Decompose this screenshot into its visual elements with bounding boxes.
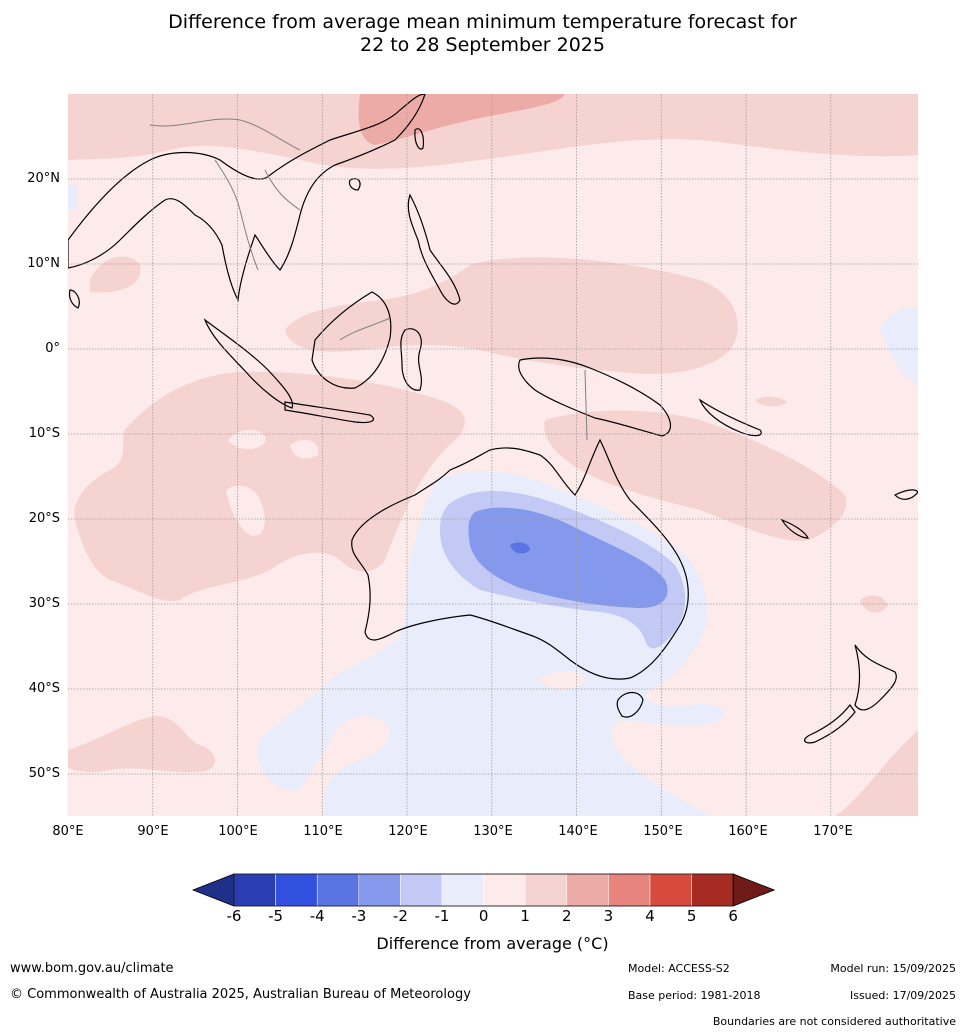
lon-label-120e: 120°E bbox=[388, 824, 428, 839]
colorbar-segment bbox=[441, 873, 484, 907]
colorbar-segment bbox=[649, 873, 692, 907]
lon-label-90e: 90°E bbox=[137, 824, 169, 839]
footer-base-period: Base period: 1981-2018 bbox=[628, 989, 761, 1002]
lon-label-110e: 110°E bbox=[303, 824, 343, 839]
colorbar-segment bbox=[233, 873, 276, 907]
colorbar-segment bbox=[608, 873, 651, 907]
colorbar-tick-label: -4 bbox=[309, 907, 325, 925]
lat-label-30s: 30°S bbox=[28, 596, 60, 611]
colorbar-tick-label: -2 bbox=[392, 907, 408, 925]
anomaly-2-to-3 bbox=[358, 94, 565, 145]
lat-label-0: 0° bbox=[45, 341, 60, 356]
lon-label-80e: 80°E bbox=[52, 824, 84, 839]
coastline-new-zealand-north bbox=[854, 644, 897, 711]
footer-issued: Issued: 17/09/2025 bbox=[849, 989, 956, 1002]
colorbar-tick-label: -5 bbox=[268, 907, 284, 925]
lon-label-130e: 130°E bbox=[473, 824, 513, 839]
country-borders bbox=[149, 118, 588, 441]
coastline-sri-lanka bbox=[68, 289, 80, 309]
coastline-fiji bbox=[893, 489, 918, 500]
colorbar-tick-label: 5 bbox=[686, 907, 697, 925]
lon-label-140e: 140°E bbox=[558, 824, 598, 839]
colorbar-tick-label: 0 bbox=[478, 907, 489, 925]
colorbar-tick-label: 3 bbox=[603, 907, 614, 925]
colorbar-segment bbox=[275, 873, 318, 907]
lat-label-50s: 50°S bbox=[28, 766, 60, 781]
colorbar-tick-label: 1 bbox=[520, 907, 530, 925]
colorbar-tick-label: -6 bbox=[226, 907, 242, 925]
colorbar-segment bbox=[400, 873, 443, 907]
footer-disclaimer: Boundaries are not considered authoritat… bbox=[712, 1015, 956, 1028]
anomaly-minus-1-to-0-east bbox=[880, 307, 918, 385]
anomaly-minus-4-to-minus-3 bbox=[510, 542, 530, 554]
lon-label-100e: 100°E bbox=[218, 824, 258, 839]
map-title-line-1: Difference from average mean minimum tem… bbox=[168, 11, 797, 33]
colorbar-segment bbox=[316, 873, 360, 907]
colorbar-tick-label: -3 bbox=[351, 907, 367, 925]
colorbar-tick-label: -1 bbox=[434, 907, 450, 925]
coastline-taiwan bbox=[414, 128, 425, 150]
colorbar-segment bbox=[524, 873, 568, 907]
footer-website: www.bom.gov.au/climate bbox=[10, 961, 174, 976]
lat-label-10s: 10°S bbox=[28, 426, 60, 441]
map-title-line-2: 22 to 28 September 2025 bbox=[360, 34, 605, 56]
coastline-java bbox=[284, 401, 375, 424]
coastline-new-zealand-south bbox=[803, 703, 856, 744]
footer-model: Model: ACCESS-S2 bbox=[628, 962, 730, 975]
footer-copyright: © Commonwealth of Australia 2025, Austra… bbox=[10, 987, 471, 1002]
coastline-solomon-islands bbox=[698, 398, 762, 437]
colorbar-extend-low bbox=[191, 873, 235, 907]
colorbar bbox=[191, 873, 776, 907]
colorbar-label: Difference from average (°C) bbox=[376, 934, 609, 953]
colorbar-segment bbox=[691, 873, 734, 907]
anomaly-0-to-1-patch-south bbox=[538, 671, 585, 689]
colorbar-segment bbox=[483, 873, 526, 907]
footer-model-run: Model run: 15/09/2025 bbox=[830, 962, 956, 975]
graticule bbox=[68, 94, 918, 816]
coastline-tasmania bbox=[616, 691, 644, 718]
anomaly-1-to-2 bbox=[68, 94, 918, 816]
lon-label-150e: 150°E bbox=[643, 824, 683, 839]
coastline-philippines bbox=[407, 193, 461, 305]
colorbar-tick-label: 6 bbox=[728, 907, 738, 925]
colorbar-tick-label: 2 bbox=[562, 907, 572, 925]
coastline-australia bbox=[351, 438, 689, 680]
lon-label-170e: 170°E bbox=[813, 824, 853, 839]
lon-label-160e: 160°E bbox=[728, 824, 768, 839]
lat-label-10n: 10°N bbox=[27, 256, 60, 271]
coastline-sumatra bbox=[203, 318, 294, 409]
coastline-new-guinea bbox=[518, 357, 671, 437]
colorbar-tick-label: 4 bbox=[645, 907, 655, 925]
colorbar-segment bbox=[566, 873, 609, 907]
anomaly-minus-3-to-minus-2 bbox=[468, 507, 668, 608]
lat-label-40s: 40°S bbox=[28, 681, 60, 696]
coastline-sulawesi bbox=[400, 328, 423, 391]
colorbar-segment bbox=[358, 873, 401, 907]
coastline-new-caledonia bbox=[780, 518, 809, 539]
lat-label-20s: 20°S bbox=[28, 511, 60, 526]
anomaly-0-to-1-patches bbox=[226, 429, 319, 536]
colorbar-outline bbox=[233, 873, 734, 907]
colorbar-extend-high bbox=[732, 873, 776, 907]
anomaly-field bbox=[68, 94, 918, 816]
coastline-borneo bbox=[311, 291, 392, 389]
lat-label-20n: 20°N bbox=[27, 171, 60, 186]
